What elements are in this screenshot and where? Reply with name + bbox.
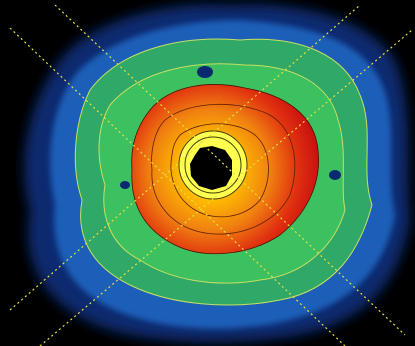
page	[0, 0, 415, 346]
false-color-image	[0, 0, 415, 346]
hole	[197, 66, 213, 78]
hole	[120, 181, 130, 189]
hole	[329, 170, 341, 180]
